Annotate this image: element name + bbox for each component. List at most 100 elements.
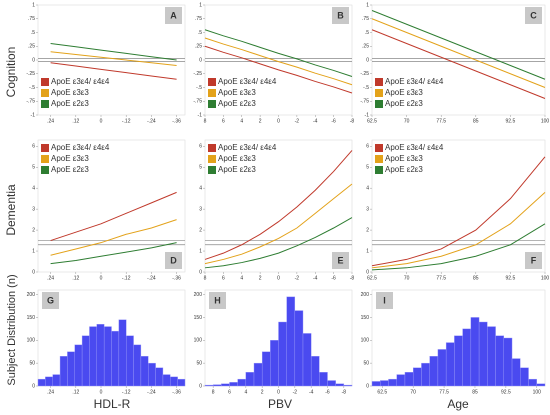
y-tick-label: 0 [32, 383, 35, 389]
x-tick-label: 4 [240, 275, 243, 281]
y-tick-label: 150 [27, 315, 36, 321]
x-tick-label: 77.5 [436, 275, 446, 281]
x-tick-label: 85 [473, 118, 479, 124]
y-tick-label: -.5 [196, 85, 202, 91]
y-tick-label: -1 [31, 112, 36, 118]
y-tick-label: -.5 [29, 85, 35, 91]
histogram-bar [294, 310, 304, 387]
y-tick-label: -.75 [26, 99, 35, 105]
histogram-bar [96, 324, 105, 387]
column-label: PBV [268, 397, 292, 411]
row-label: Dementia [4, 184, 18, 236]
histogram-bar [478, 321, 488, 387]
y-tick-label: 50 [29, 360, 35, 366]
y-tick-label: 200 [27, 292, 36, 298]
y-tick-label: 6 [32, 144, 35, 150]
x-tick-label: -.12 [122, 389, 131, 395]
histogram-bar [421, 362, 430, 387]
legend-label: ApoE ε3ε3 [218, 154, 256, 163]
legend-swatch [41, 89, 49, 97]
y-tick-label: .25 [362, 44, 369, 50]
plot-frame [371, 139, 546, 273]
y-tick-label: 0 [366, 383, 369, 389]
x-tick-label: 8 [204, 275, 207, 281]
y-tick-label: 2 [32, 227, 35, 233]
histogram-bar [270, 340, 279, 387]
plot-frame [37, 139, 186, 273]
histogram-bar [470, 317, 480, 387]
x-tick-label: .12 [72, 389, 79, 395]
panel-badge [332, 252, 349, 269]
histogram-bar [212, 384, 222, 387]
y-tick-label: 1 [32, 2, 35, 8]
histogram-bar [237, 378, 247, 387]
x-tick-label: -6 [325, 389, 330, 395]
legend-label: ApoE ε2ε3 [51, 99, 89, 108]
legend-swatch [208, 144, 216, 152]
legend-swatch [375, 166, 383, 174]
x-tick-label: -2 [295, 275, 300, 281]
histogram-bar [103, 326, 112, 387]
x-tick-label: 92.5 [506, 275, 516, 281]
panel-letter: H [214, 295, 221, 305]
x-tick-label: 4 [244, 389, 247, 395]
x-tick-label: 2 [259, 275, 262, 281]
histogram-bar [302, 333, 312, 387]
y-tick-label: 0 [366, 269, 369, 275]
y-tick-label: .5 [198, 30, 202, 36]
legend-label: ApoE ε3ε3 [218, 88, 256, 97]
x-tick-label: -.24 [147, 389, 156, 395]
legend-swatch [375, 144, 383, 152]
legend-swatch [208, 89, 216, 97]
panel-letter: G [47, 295, 54, 305]
x-tick-label: -.12 [122, 275, 131, 281]
y-tick-label: 150 [194, 315, 203, 321]
histogram-bar [371, 381, 381, 387]
histogram-bar [170, 376, 178, 387]
series-line [371, 223, 546, 271]
x-tick-label: -8 [350, 118, 355, 124]
legend-swatch [41, 100, 49, 108]
y-tick-label: 4 [32, 186, 35, 192]
panel-letter: D [170, 255, 177, 265]
panel-letter: A [170, 10, 177, 20]
histogram-bar [37, 378, 46, 387]
legend-swatch [208, 166, 216, 174]
histogram-bar [204, 384, 214, 387]
histogram-bar [454, 335, 463, 387]
y-tick-label: 0 [199, 383, 202, 389]
y-tick-label: 0 [199, 269, 202, 275]
x-tick-label: 85 [472, 389, 478, 395]
histogram-bar [528, 378, 537, 387]
y-tick-label: 1 [366, 248, 369, 254]
y-tick-label: 100 [27, 338, 36, 344]
x-tick-label: -4 [313, 275, 318, 281]
histogram-bar [445, 342, 455, 387]
y-tick-label: 50 [363, 360, 369, 366]
y-tick-label: 2 [366, 227, 369, 233]
y-tick-label: -.25 [26, 71, 35, 77]
histogram-bar [503, 337, 513, 387]
y-tick-label: .75 [195, 16, 202, 22]
y-tick-label: 200 [194, 292, 203, 298]
histogram-bar [140, 356, 149, 387]
histogram-bar [327, 380, 336, 387]
y-tick-label: 150 [361, 315, 370, 321]
legend-swatch [41, 166, 49, 174]
y-tick-label: 200 [361, 292, 370, 298]
x-tick-label: -.12 [122, 118, 131, 124]
histogram-bar [118, 319, 127, 387]
y-tick-label: 5 [32, 165, 35, 171]
x-tick-label: .24 [47, 389, 54, 395]
y-tick-label: 1 [199, 2, 202, 8]
x-tick-label: 6 [228, 389, 231, 395]
x-tick-label: -.36 [172, 118, 181, 124]
y-tick-label: 4 [366, 186, 369, 192]
y-tick-label: 3 [366, 206, 369, 212]
legend-label: ApoE ε3ε4/ ε4ε4 [385, 143, 444, 152]
legend-label: ApoE ε3ε4/ ε4ε4 [385, 77, 444, 86]
y-tick-label: -.25 [193, 71, 202, 77]
histogram-bar [343, 384, 353, 387]
y-tick-label: .25 [195, 44, 202, 50]
x-tick-label: 100 [541, 118, 550, 124]
